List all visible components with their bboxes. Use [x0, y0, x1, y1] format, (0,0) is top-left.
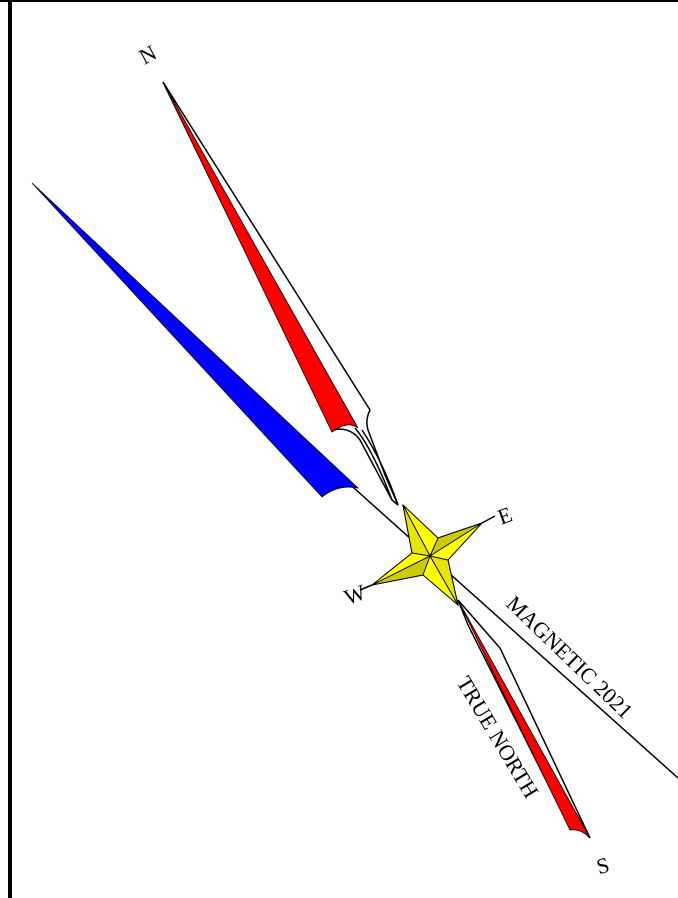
magnetic-needle: [31, 182, 360, 498]
compass-star: [371, 503, 483, 607]
needle-stem: [354, 427, 399, 506]
magnetic-line: [344, 479, 678, 779]
true-south-needle: [457, 599, 591, 839]
east-tick: [481, 515, 496, 524]
true-north-needle: [162, 81, 359, 433]
west-tick: [359, 584, 373, 591]
